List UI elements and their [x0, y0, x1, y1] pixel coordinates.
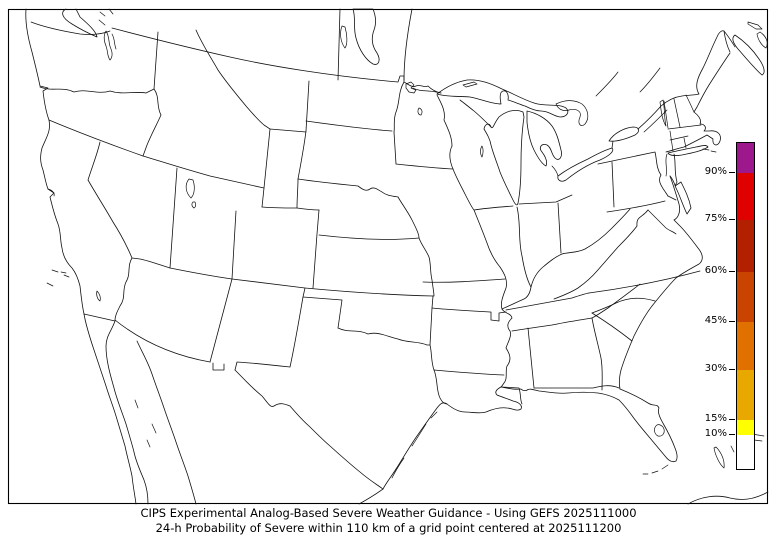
tick-label-30: 30% — [704, 363, 727, 374]
tick-10 — [729, 434, 735, 435]
canada-borders-and-lakes — [111, 8, 661, 97]
colorbar-segment-90-100 — [737, 143, 754, 173]
colorbar-segment-10-15 — [737, 420, 754, 435]
state-borders — [39, 29, 701, 490]
colorbar-segment-45-60 — [737, 272, 754, 322]
caribbean-islands — [687, 433, 769, 505]
map-frame — [7, 8, 769, 505]
tick-15 — [729, 419, 735, 420]
great-lakes — [417, 79, 639, 206]
figure-caption: CIPS Experimental Analog-Based Severe We… — [0, 506, 777, 536]
mexico — [83, 313, 384, 505]
colorbar-segment-0-10 — [737, 435, 754, 469]
colorbar-segment-15-30 — [737, 370, 754, 420]
atlantic-coast — [618, 153, 703, 390]
caption-line-2: 24-h Probability of Severe within 110 km… — [155, 521, 622, 535]
florida-and-gulf-coast — [382, 386, 678, 490]
tick-45 — [729, 321, 735, 322]
tick-label-90: 90% — [704, 166, 727, 177]
tick-label-10: 10% — [704, 428, 727, 439]
colorbar-segment-30-45 — [737, 322, 754, 370]
caption-line-1: CIPS Experimental Analog-Based Severe We… — [140, 506, 637, 520]
tick-label-60: 60% — [704, 265, 727, 276]
tick-label-15: 15% — [704, 413, 727, 424]
probability-colorbar — [736, 142, 755, 470]
tick-75 — [729, 219, 735, 220]
colorbar-segment-60-75 — [737, 220, 754, 272]
coastlines — [25, 8, 117, 315]
northeast-coast — [637, 21, 768, 156]
tick-90 — [729, 172, 735, 173]
colorbar-segment-75-90 — [737, 173, 754, 220]
tick-label-45: 45% — [704, 315, 727, 326]
tick-label-75: 75% — [704, 213, 727, 224]
tick-30 — [729, 369, 735, 370]
tick-60 — [729, 271, 735, 272]
